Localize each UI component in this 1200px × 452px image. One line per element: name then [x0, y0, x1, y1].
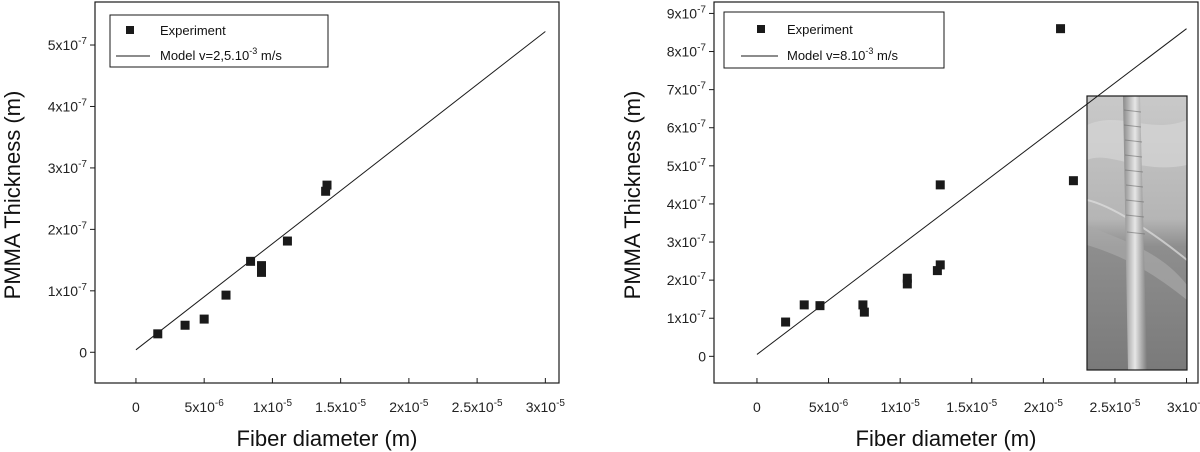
y-tick-label: 1x10-7	[667, 309, 707, 326]
data-point	[935, 180, 945, 190]
y-tick-label: 5x10-7	[48, 36, 88, 53]
y-tick-label: 0	[698, 348, 706, 364]
data-point	[199, 314, 209, 324]
series-layer	[756, 24, 1187, 355]
y-tick-label: 2x10-7	[667, 271, 707, 288]
legend: Experiment Model v=2,5.10-3 m/s	[109, 14, 329, 68]
data-point	[1068, 176, 1078, 186]
x-tick-label: 2x10-5	[389, 398, 429, 415]
plot-frame	[713, 1, 1199, 384]
legend-label-model: Model v=8.10-3 m/s	[787, 46, 898, 63]
legend-box	[109, 14, 329, 68]
x-axis-ticks: 0 5x10-6 1x10-5 1.5x10-5 2x10-5 2.5x10-5 3x10-…	[753, 378, 1200, 415]
data-point	[246, 256, 256, 266]
y-tick-label: 2x10-7	[48, 220, 88, 237]
data-point	[902, 279, 912, 289]
y-axis-label: PMMA Thickness (m)	[620, 91, 645, 300]
y-axis-ticks: 0 1x10-7 2x10-7 3x10-7 4x10-7 5x10-7	[48, 36, 95, 360]
data-point	[322, 180, 332, 190]
x-tick-label: 3x10-5	[526, 398, 566, 415]
y-tick-label: 5x10-7	[667, 157, 707, 174]
y-tick-label: 0	[79, 344, 87, 360]
legend-label-experiment: Experiment	[160, 23, 226, 38]
legend-label-model: Model v=2,5.10-3 m/s	[160, 46, 282, 63]
data-point	[256, 261, 266, 271]
x-tick-label: 0	[753, 399, 761, 415]
data-point	[902, 273, 912, 283]
legend-marker-icon	[126, 26, 134, 34]
x-tick-label: 3x10-5	[1167, 398, 1200, 415]
x-tick-label: 1.5x10-5	[946, 398, 997, 415]
x-tick-label: 1x10-5	[253, 398, 293, 415]
chart-1: 0 5x10-6 1x10-5 1.5x10-5 2x10-5 2.5x10-5 3x10-…	[0, 1, 565, 451]
data-point	[935, 260, 945, 270]
data-point	[932, 266, 942, 276]
y-tick-label: 8x10-7	[667, 43, 707, 60]
data-point	[781, 317, 791, 327]
data-point	[815, 301, 825, 311]
y-tick-label: 7x10-7	[667, 81, 707, 98]
legend-marker-icon	[757, 25, 765, 33]
y-tick-label: 9x10-7	[667, 4, 707, 21]
y-tick-label: 3x10-7	[48, 159, 88, 176]
x-axis-label: Fiber diameter (m)	[856, 426, 1037, 451]
y-axis-ticks: 0 1x10-7 2x10-7 3x10-7 4x10-7 5x10-7 6x10-7 7x1…	[667, 4, 714, 364]
data-point	[858, 300, 868, 310]
data-point	[321, 186, 331, 196]
y-tick-label: 4x10-7	[48, 97, 88, 114]
y-tick-label: 1x10-7	[48, 282, 88, 299]
plot-frame	[94, 1, 560, 384]
x-tick-label: 2x10-5	[1024, 398, 1064, 415]
legend-label-experiment: Experiment	[787, 22, 853, 37]
x-tick-label: 2.5x10-5	[1089, 398, 1140, 415]
sem-inset-image	[1086, 95, 1188, 371]
series-layer	[135, 31, 546, 351]
data-point	[256, 267, 266, 277]
data-point	[221, 290, 231, 300]
data-point	[1056, 24, 1066, 34]
data-point	[799, 300, 809, 310]
y-tick-label: 4x10-7	[667, 195, 707, 212]
x-tick-label: 5x10-6	[185, 398, 225, 415]
x-axis-label: Fiber diameter (m)	[237, 426, 418, 451]
x-tick-label: 1x10-5	[881, 398, 921, 415]
x-axis-ticks: 0 5x10-6 1x10-5 1.5x10-5 2x10-5 2.5x10-5 3x10-…	[132, 378, 565, 415]
model-line	[756, 28, 1187, 355]
y-tick-label: 6x10-7	[667, 119, 707, 136]
y-tick-label: 3x10-7	[667, 233, 707, 250]
legend: Experiment Model v=8.10-3 m/s	[723, 11, 945, 69]
x-tick-label: 2.5x10-5	[452, 398, 503, 415]
x-tick-label: 1.5x10-5	[315, 398, 366, 415]
x-tick-label: 0	[132, 399, 140, 415]
chart-2: 0 5x10-6 1x10-5 1.5x10-5 2x10-5 2.5x10-5 3x10-…	[620, 1, 1200, 451]
data-point	[180, 320, 190, 330]
model-line	[135, 31, 546, 351]
x-tick-label: 5x10-6	[809, 398, 849, 415]
data-point	[153, 329, 163, 339]
y-axis-label: PMMA Thickness (m)	[0, 91, 25, 300]
data-point	[282, 236, 292, 246]
legend-box	[723, 11, 945, 69]
data-point	[859, 307, 869, 317]
